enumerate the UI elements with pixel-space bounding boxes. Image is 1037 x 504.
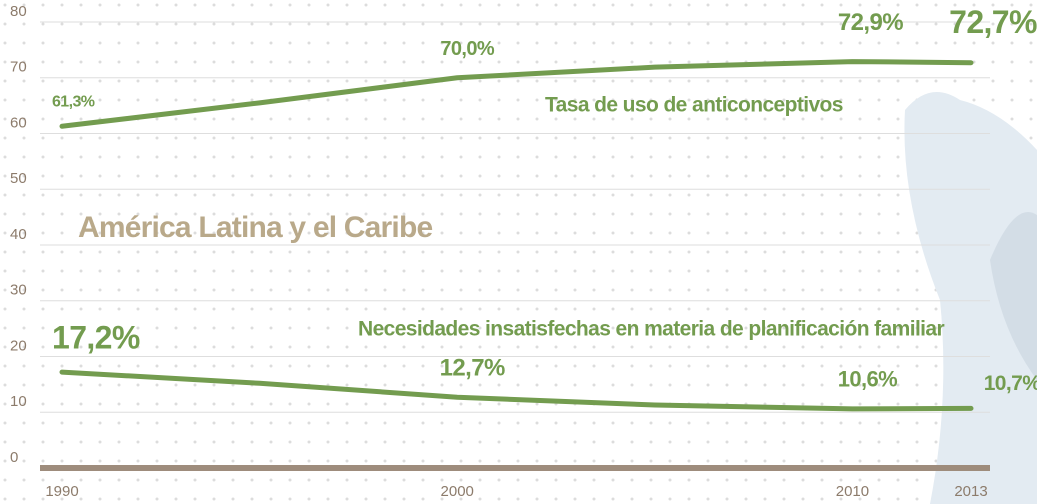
x-tick-label: 1990 [45,483,78,500]
y-tick-label: 20 [10,337,27,354]
y-tick-label: 10 [10,393,27,410]
x-tick-label: 2000 [441,483,474,500]
y-tick-label: 40 [10,226,27,243]
x-tick-label: 2013 [954,483,987,500]
data-label: 12,7% [440,355,505,382]
y-tick-label: 60 [10,114,27,131]
y-tick-label: 0 [10,449,18,466]
x-tick-label: 2010 [836,483,869,500]
annotation: América Latina y el Caribe [78,211,432,244]
y-tick-label: 80 [10,3,27,20]
data-label: 72,7% [949,4,1037,40]
chart: 0 10 20 30 40 50 60 70 80 1990 2000 2010 2013 América… [0,0,1037,504]
y-tick-label: 30 [10,282,27,299]
data-label: 10,7% [984,372,1037,395]
series-label: Necesidades insatisfechas en materia de … [358,318,944,341]
data-label: 72,9% [838,9,903,36]
y-tick-label: 50 [10,170,27,187]
data-label: 61,3% [52,93,95,110]
y-tick-label: 70 [10,59,27,76]
data-label: 70,0% [440,38,495,60]
data-label: 17,2% [52,320,140,356]
data-label: 10,6% [838,367,897,392]
series-label: Tasa de uso de anticonceptivos [545,94,843,117]
